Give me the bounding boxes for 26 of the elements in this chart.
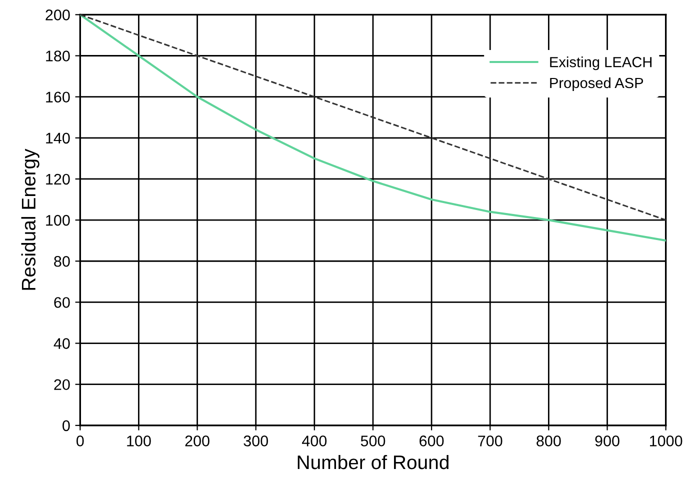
legend-label: Proposed ASP bbox=[550, 77, 644, 92]
x-tick-label: 1000 bbox=[650, 436, 682, 446]
x-tick-label: 400 bbox=[302, 436, 327, 446]
x-tick-label: 600 bbox=[420, 436, 444, 446]
y-tick-label: 0 bbox=[62, 420, 70, 432]
x-tick-label: 200 bbox=[185, 436, 210, 446]
y-tick-label: 100 bbox=[46, 214, 70, 226]
x-tick-label: 0 bbox=[76, 436, 84, 446]
x-axis-title: Number of Round bbox=[298, 454, 448, 470]
legend-label: Existing LEACH bbox=[550, 56, 652, 70]
x-tick-label: 700 bbox=[478, 436, 502, 446]
y-tick-label: 140 bbox=[46, 132, 70, 144]
y-tick-label: 120 bbox=[46, 174, 70, 185]
x-tick-label: 300 bbox=[244, 436, 268, 446]
x-tick-label: 900 bbox=[595, 436, 620, 446]
x-tick-label: 500 bbox=[360, 436, 386, 446]
x-tick-label: 800 bbox=[536, 436, 561, 446]
y-tick-label: 200 bbox=[46, 10, 70, 20]
x-tick-label: 100 bbox=[127, 436, 151, 446]
y-tick-label: 80 bbox=[54, 256, 70, 267]
y-tick-label: 40 bbox=[54, 338, 70, 349]
y-tick-label: 20 bbox=[54, 379, 70, 390]
y-tick-label: 180 bbox=[46, 50, 70, 62]
y-axis-title: Residual Energy bbox=[21, 148, 40, 290]
y-tick-label: 60 bbox=[54, 297, 70, 308]
y-tick-label: 160 bbox=[46, 92, 70, 103]
